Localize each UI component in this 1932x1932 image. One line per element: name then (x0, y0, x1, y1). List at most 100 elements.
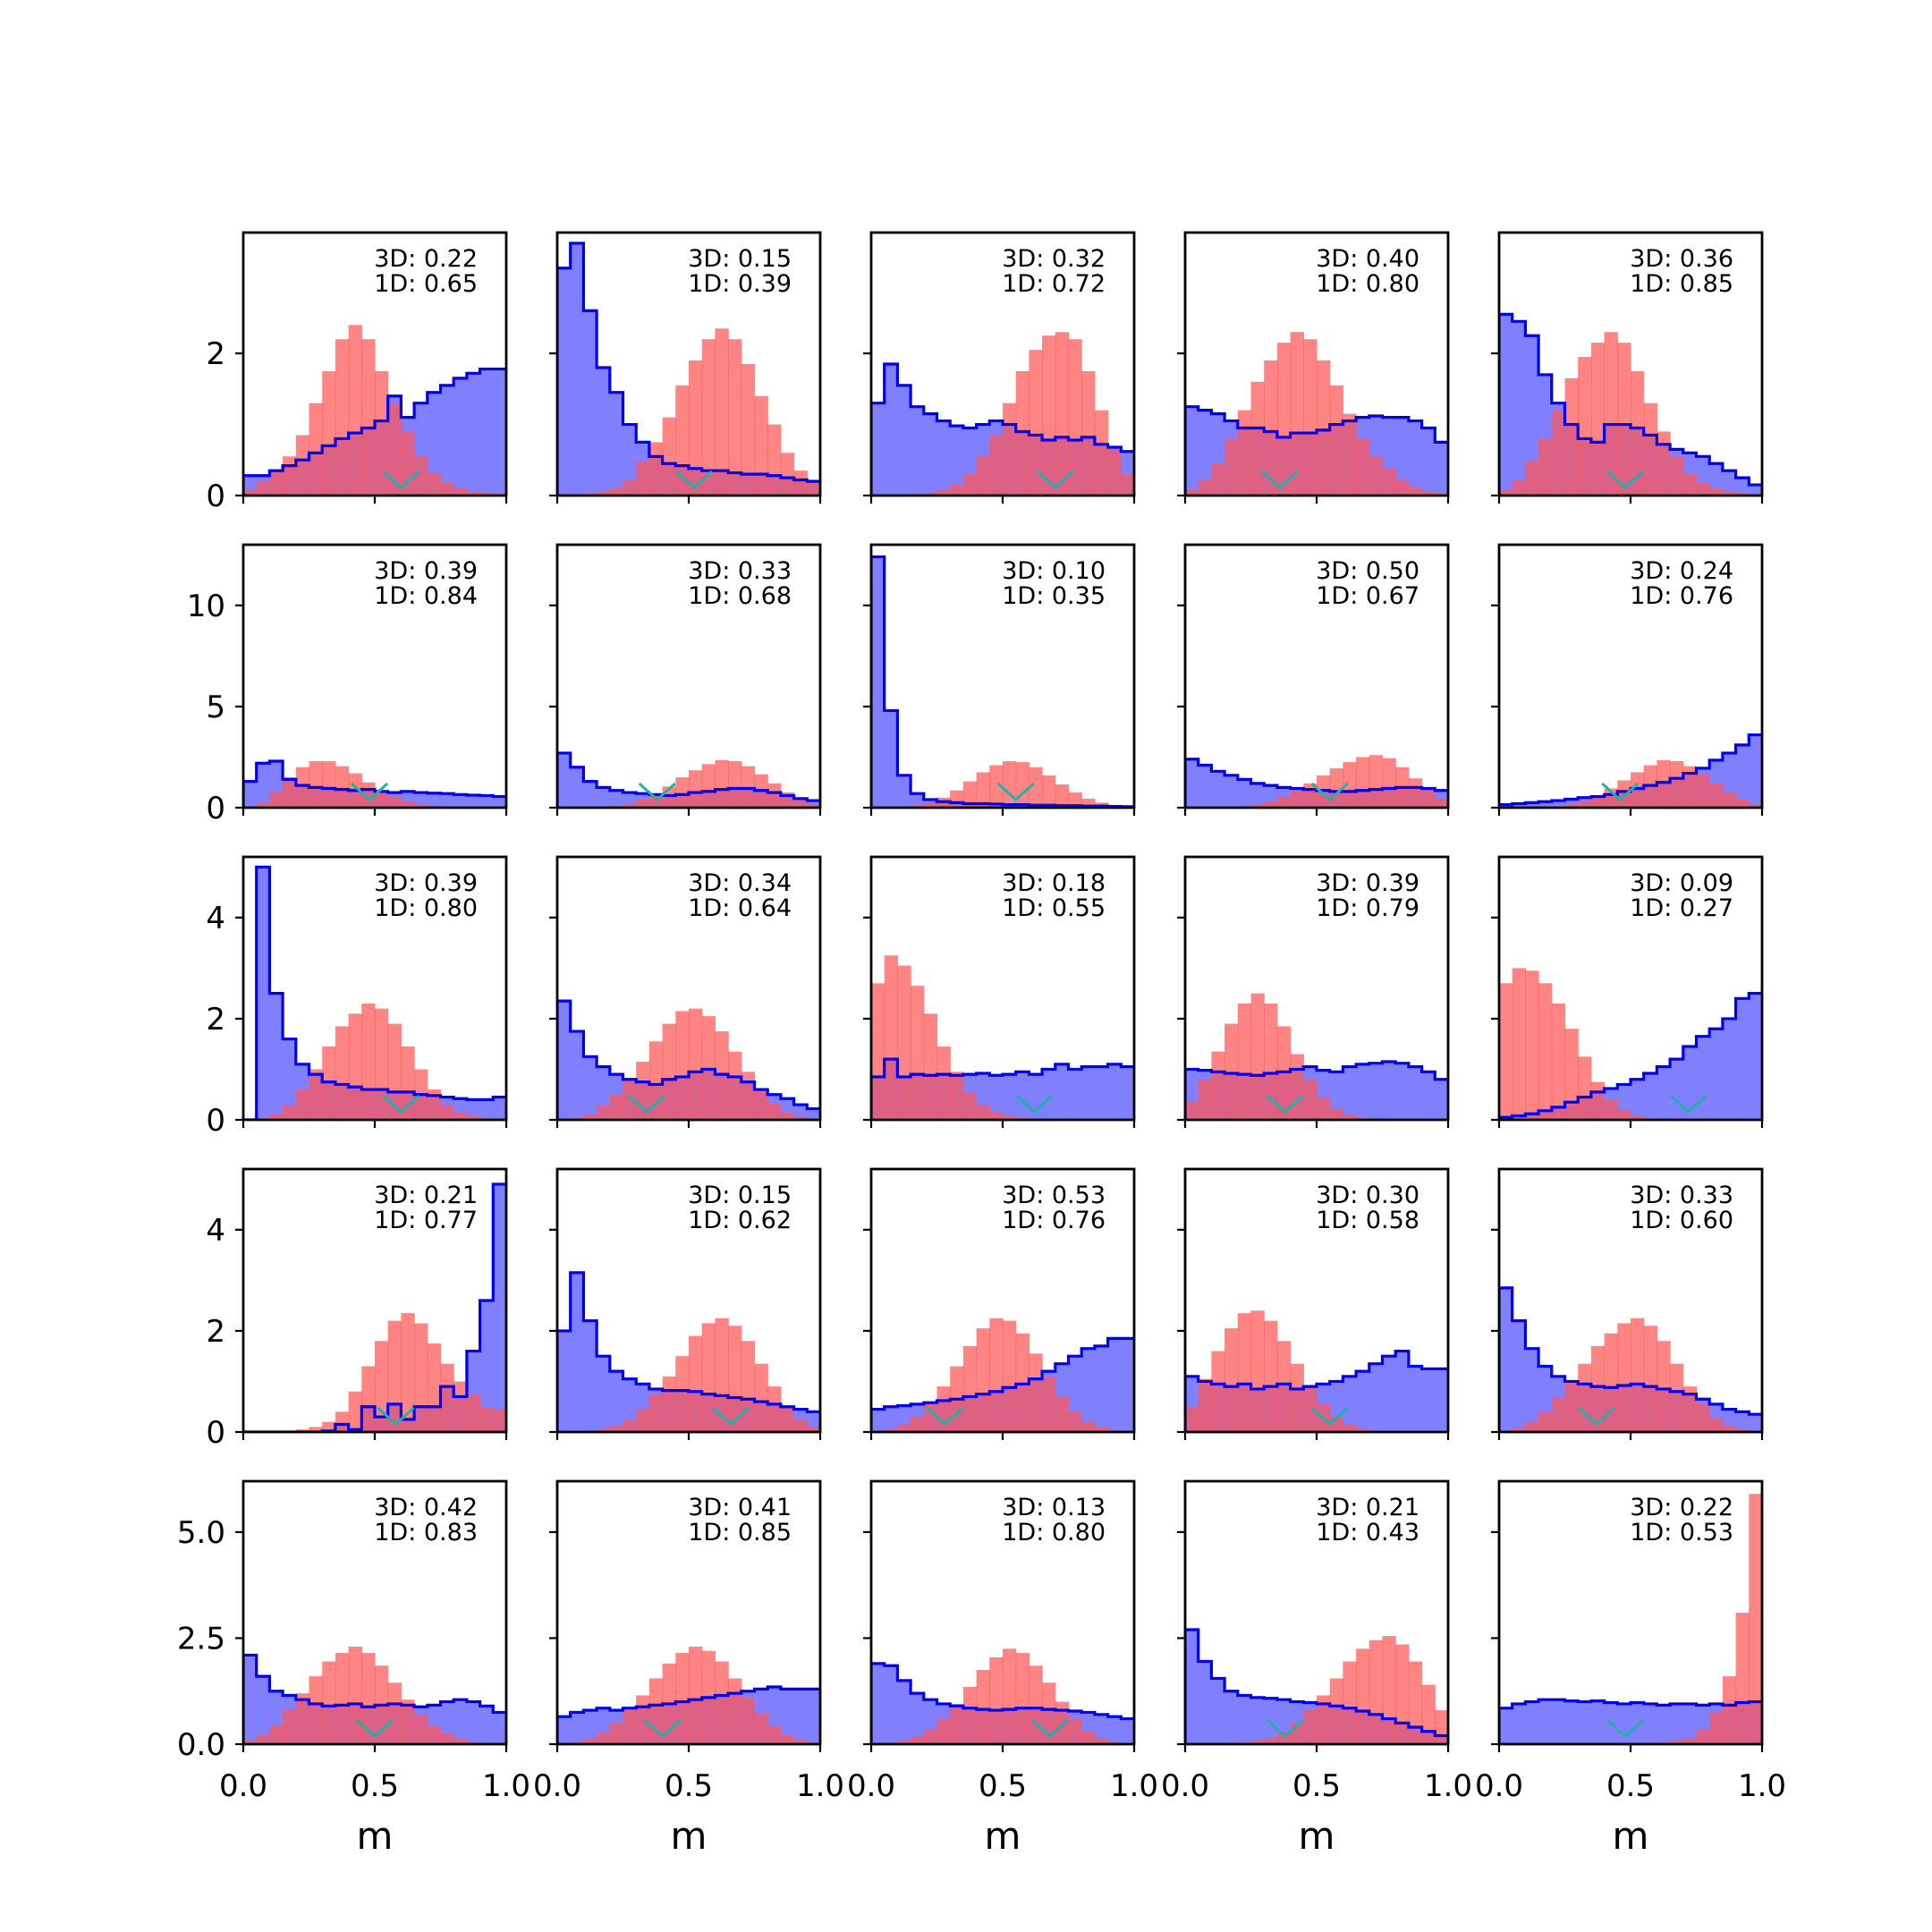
hist-1d-bar (1382, 1636, 1396, 1744)
plot-area (1499, 968, 1762, 1120)
hist-1d-bar (295, 435, 310, 496)
label-1d: 1D: 0.80 (374, 894, 478, 922)
hist-3d-bar (1643, 1072, 1657, 1120)
hist-1d-bar (1682, 474, 1698, 496)
hist-1d-bar (1250, 1310, 1265, 1432)
hist-3d-bar (1722, 1018, 1737, 1120)
hist-1d-bar (962, 1686, 978, 1744)
hist-3d-outline (557, 242, 820, 496)
label-3d: 3D: 0.40 (1316, 245, 1419, 273)
hist-1d-bar (1722, 1426, 1737, 1432)
hist-1d-bar (1631, 1115, 1645, 1120)
hist-3d-bar (1198, 1661, 1212, 1744)
hist-1d-bar (1578, 1363, 1592, 1432)
hist-1d-bar (1303, 1079, 1318, 1120)
estimate-marker (355, 1718, 394, 1739)
hist-3d-bar (1657, 1705, 1671, 1744)
hist-1d-bar (1276, 343, 1292, 496)
hist-1d-bar (1538, 1411, 1553, 1432)
hist-3d-bar (1512, 1703, 1526, 1744)
hist-3d-outline (243, 1182, 506, 1432)
hist-3d-bar (911, 793, 925, 808)
hist-1d-bar (361, 1366, 376, 1432)
estimate-marker (382, 1094, 420, 1114)
y-tick-label: 0 (206, 1103, 225, 1139)
hist-1d-bar (1303, 339, 1318, 496)
label-3d: 3D: 0.39 (374, 869, 478, 897)
estimate-marker (627, 1094, 665, 1114)
hist-3d-bar (1015, 1072, 1030, 1120)
hist-1d-bar (1343, 762, 1357, 808)
hist-1d-bar (387, 796, 402, 808)
hist-3d-bar (466, 1099, 481, 1120)
hist-1d-bar (636, 799, 650, 808)
hist-1d-bar (807, 803, 820, 808)
hist-1d-bar (1264, 1737, 1278, 1744)
hist-3d-bar (1578, 1701, 1592, 1744)
hist-3d-bar (1198, 410, 1212, 496)
hist-1d-bar (1564, 1381, 1579, 1432)
hist-1d-bar (1042, 1376, 1056, 1432)
hist-1d-bar (897, 965, 911, 1120)
hist-1d-bar (375, 1341, 389, 1432)
hist-3d-bar (414, 792, 428, 808)
hist-1d-bar (1631, 1318, 1645, 1432)
label-3d: 3D: 0.50 (1316, 557, 1419, 585)
hist-1d-bar (675, 1356, 690, 1432)
hist-1d-bar (728, 1051, 742, 1120)
hist-1d-bar (309, 402, 323, 496)
hist-1d-bar (793, 1740, 808, 1744)
hist-1d-bar (322, 1661, 336, 1744)
hist-3d-bar (1749, 734, 1762, 808)
hist-1d-bar (1211, 1351, 1225, 1432)
plot-area (871, 332, 1134, 496)
hist-1d-bar (1081, 1731, 1096, 1744)
hist-1d-bar (1329, 1108, 1343, 1120)
hist-3d-bar (597, 367, 611, 496)
label-1d: 1D: 0.80 (1316, 270, 1419, 298)
x-tick-label: 0.0 (1161, 1768, 1209, 1804)
hist-3d-bar (440, 385, 454, 496)
x-tick-label: 0.5 (1292, 1768, 1341, 1804)
hist-1d-bar (1408, 1661, 1423, 1744)
hist-3d-bar (1343, 1376, 1357, 1432)
hist-1d-bar (1303, 1386, 1318, 1432)
hist-3d-bar (1682, 1046, 1698, 1120)
hist-1d-bar (962, 781, 978, 808)
hist-1d-bar (976, 1105, 990, 1120)
hist-1d-bar (283, 777, 297, 808)
estimate-marker (1669, 1094, 1707, 1114)
hist-1d-bar (1670, 456, 1684, 496)
hist-3d-bar (570, 1272, 584, 1432)
hist-3d-bar (1670, 1703, 1684, 1744)
hist-1d-bar (1735, 1613, 1750, 1744)
hist-3d-bar (597, 787, 611, 808)
hist-1d-bar (754, 1089, 768, 1120)
hist-1d-bar (1551, 410, 1566, 496)
hist-3d-bar (479, 795, 494, 808)
plot-area (1185, 755, 1448, 808)
x-axis-label: m (1613, 1814, 1649, 1858)
hist-3d-bar (1735, 1411, 1750, 1432)
hist-1d-bar (1551, 1003, 1566, 1120)
hist-1d-bar (923, 802, 938, 808)
label-1d: 1D: 0.76 (1630, 582, 1733, 610)
hist-1d-bar (1029, 1665, 1043, 1744)
hist-1d-bar (1499, 489, 1513, 496)
hist-1d-bar (741, 364, 756, 496)
estimate-marker (638, 782, 676, 802)
hist-3d-outline (557, 751, 820, 808)
hist-1d-bar (1003, 1648, 1017, 1744)
hist-1d-bar (1003, 402, 1017, 496)
hist-3d-bar (466, 373, 481, 496)
hist-3d-bar (583, 1320, 597, 1432)
hist-1d-bar (1290, 790, 1304, 808)
hist-3d-bar (1107, 1716, 1122, 1744)
hist-1d-bar (701, 339, 716, 496)
plot-area (243, 1182, 506, 1432)
hist-1d-bar (871, 983, 886, 1120)
hist-1d-bar (1055, 332, 1070, 496)
hist-1d-bar (701, 1323, 716, 1432)
hist-1d-bar (623, 1419, 637, 1432)
